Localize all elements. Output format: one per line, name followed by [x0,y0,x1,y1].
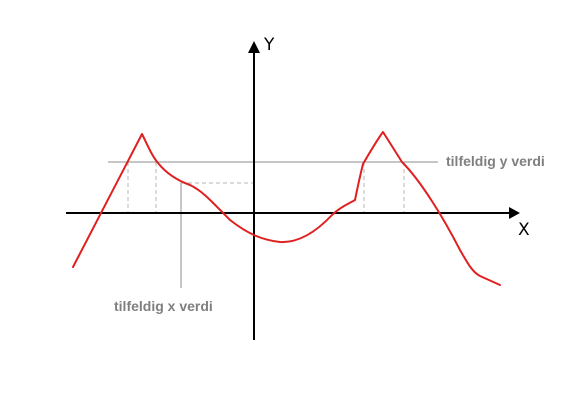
annotation-x-value: tilfeldig x verdi [114,298,213,314]
red-curve [72,131,501,286]
x-axis-label: X [518,220,530,240]
y-axis-label: Y [263,35,275,55]
y-axis-arrow-icon [248,41,260,53]
dashed-guides [127,162,405,213]
x-axis-arrow-icon [509,207,520,219]
annotation-y-value: tilfeldig y verdi [446,153,545,169]
